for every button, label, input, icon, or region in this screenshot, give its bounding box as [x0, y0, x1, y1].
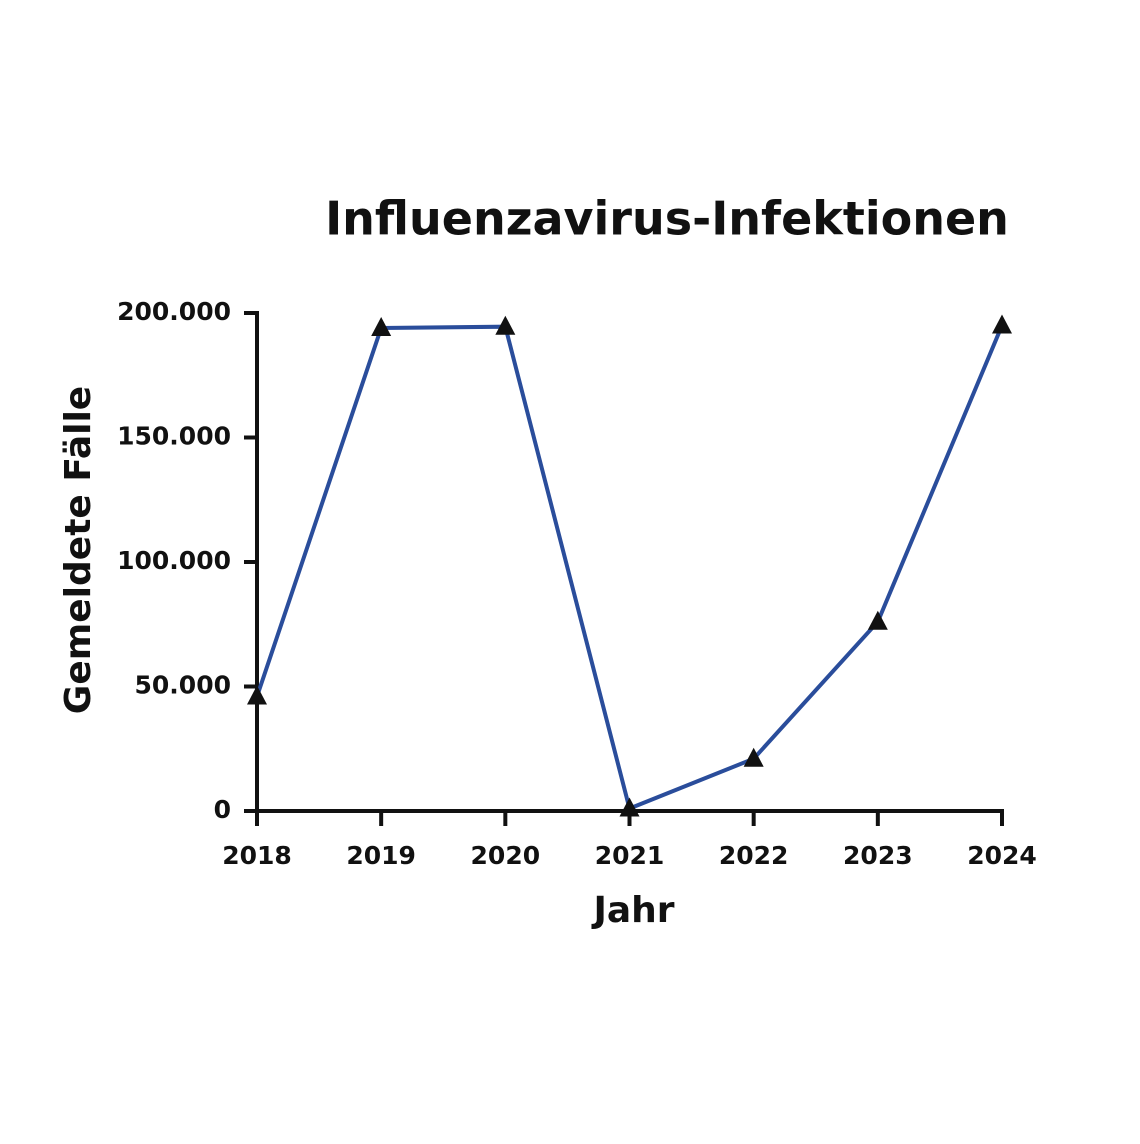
- y-tick-label: 0: [214, 795, 231, 824]
- marker: [371, 316, 392, 336]
- y-tick-label: 100.000: [117, 546, 231, 575]
- x-tick-label: 2019: [346, 841, 416, 870]
- y-tick-label: 150.000: [117, 422, 231, 451]
- chart-title: Influenzavirus-Infektionen: [325, 192, 1009, 246]
- line: [255, 324, 1004, 812]
- y-tick-label: 50.000: [135, 671, 231, 700]
- x-tick-label: 2022: [719, 841, 789, 870]
- marker: [495, 315, 516, 335]
- marker: [743, 747, 764, 767]
- marker: [867, 610, 888, 630]
- x-tick-label: 2021: [595, 841, 665, 870]
- x-tick-label: 2018: [222, 841, 292, 870]
- x-axis-label: Jahr: [590, 890, 674, 931]
- marker: [619, 797, 640, 817]
- marker: [992, 314, 1012, 334]
- x-tick-label: 2023: [843, 841, 913, 870]
- y-tick-label: 200.000: [117, 297, 231, 326]
- marker: [247, 685, 267, 705]
- x-tick-label: 2024: [967, 841, 1037, 870]
- x-tick-label: 2020: [471, 841, 541, 870]
- y-axis-label: Gemeldete Fälle: [58, 386, 99, 714]
